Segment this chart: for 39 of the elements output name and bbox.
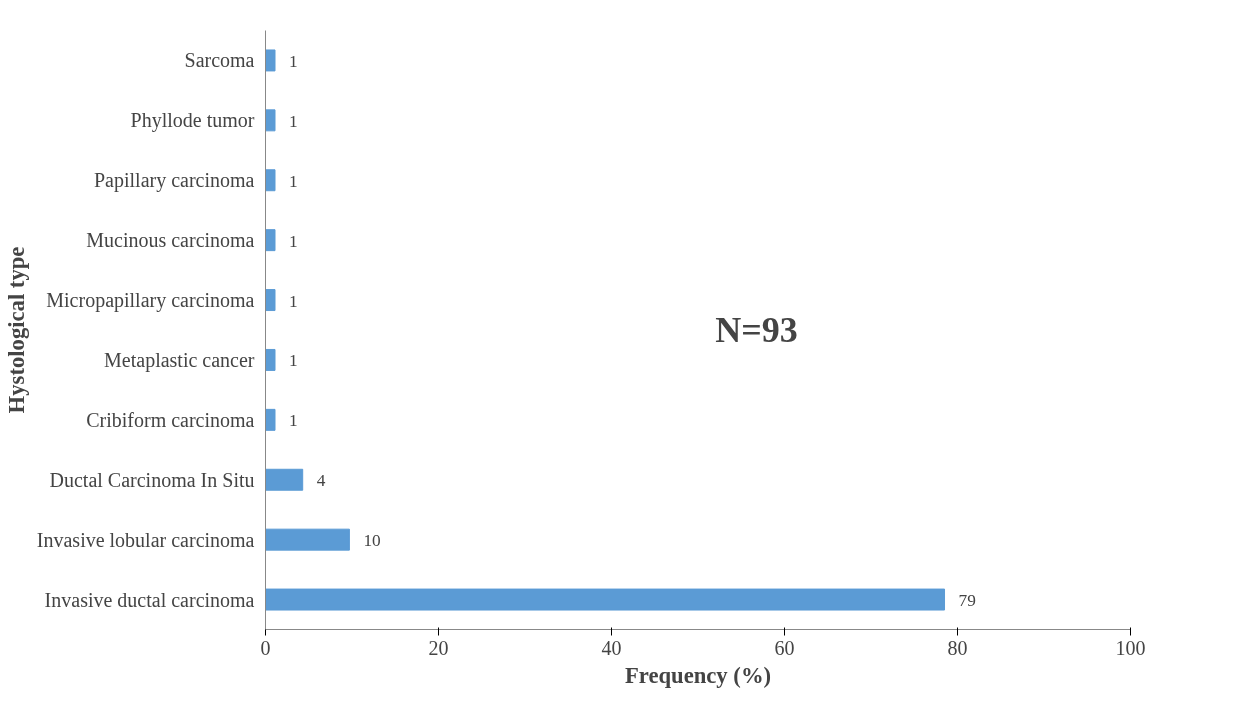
bar bbox=[265, 528, 350, 551]
data-label: 10 bbox=[363, 531, 381, 551]
bar bbox=[265, 169, 276, 192]
y-tick-label: Micropapillary carcinoma bbox=[46, 289, 255, 313]
y-tick-label: Sarcoma bbox=[184, 49, 255, 72]
bar bbox=[265, 49, 276, 72]
y-tick-label: Metaplastic cancer bbox=[104, 348, 255, 372]
annotation: N=93 bbox=[715, 310, 798, 350]
x-tick-label: 0 bbox=[260, 636, 271, 659]
x-tick-label: 60 bbox=[774, 636, 795, 659]
bar bbox=[265, 289, 276, 312]
data-label: 1 bbox=[289, 51, 298, 71]
bar bbox=[265, 408, 276, 431]
bar bbox=[265, 588, 946, 611]
y-axis-title: Hystological type bbox=[3, 246, 29, 414]
data-label: 79 bbox=[958, 591, 976, 611]
y-tick-label: Papillary carcinoma bbox=[94, 169, 255, 193]
x-tick-label: 100 bbox=[1115, 636, 1146, 659]
y-tick-label: Cribiform carcinoma bbox=[86, 408, 255, 431]
data-label: 1 bbox=[289, 111, 298, 131]
x-axis-title: Frequency (%) bbox=[624, 662, 772, 688]
data-label: 1 bbox=[289, 171, 298, 191]
x-tick-label: 20 bbox=[428, 636, 449, 659]
data-label: 4 bbox=[316, 471, 326, 491]
x-tick-label: 40 bbox=[601, 636, 622, 659]
x-tick-label: 80 bbox=[947, 636, 968, 659]
data-label: 1 bbox=[289, 411, 298, 431]
bar bbox=[265, 348, 276, 371]
y-tick-label: Ductal Carcinoma In Situ bbox=[49, 468, 255, 491]
bar bbox=[265, 109, 276, 132]
bar bbox=[265, 229, 276, 252]
bar bbox=[265, 468, 304, 491]
data-label: 1 bbox=[289, 291, 298, 311]
data-label: 1 bbox=[289, 231, 298, 251]
y-tick-label: Invasive lobular carcinoma bbox=[36, 528, 255, 551]
y-tick-label: Phyllode tumor bbox=[130, 109, 255, 133]
y-tick-label: Mucinous carcinoma bbox=[86, 229, 255, 252]
y-tick-label: Invasive ductal carcinoma bbox=[44, 588, 255, 611]
data-label: 1 bbox=[289, 351, 298, 371]
